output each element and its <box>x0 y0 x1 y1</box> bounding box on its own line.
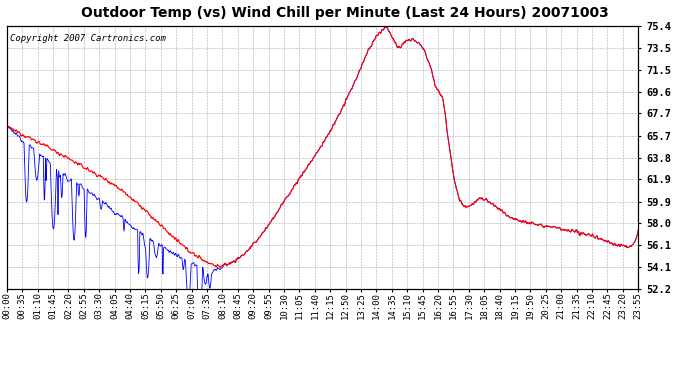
Text: 13:25: 13:25 <box>357 292 366 320</box>
Text: 00:35: 00:35 <box>18 292 27 320</box>
Text: 00:00: 00:00 <box>2 292 12 320</box>
Text: 10:30: 10:30 <box>279 292 288 320</box>
Text: 11:40: 11:40 <box>310 292 319 320</box>
Text: 18:40: 18:40 <box>495 292 504 320</box>
Text: 09:55: 09:55 <box>264 292 273 320</box>
Text: 08:45: 08:45 <box>233 292 242 320</box>
Text: 11:05: 11:05 <box>295 292 304 320</box>
Text: 04:05: 04:05 <box>110 292 119 320</box>
Text: 06:25: 06:25 <box>172 292 181 320</box>
Text: 02:55: 02:55 <box>79 292 88 320</box>
Text: 04:40: 04:40 <box>126 292 135 320</box>
Text: 14:35: 14:35 <box>387 292 396 320</box>
Text: Outdoor Temp (vs) Wind Chill per Minute (Last 24 Hours) 20071003: Outdoor Temp (vs) Wind Chill per Minute … <box>81 6 609 20</box>
Text: 12:15: 12:15 <box>326 292 335 320</box>
Text: 05:50: 05:50 <box>157 292 166 320</box>
Text: 18:05: 18:05 <box>480 292 489 320</box>
Text: 05:15: 05:15 <box>141 292 150 320</box>
Text: 20:25: 20:25 <box>542 292 551 320</box>
Text: 08:10: 08:10 <box>218 292 227 320</box>
Text: 15:45: 15:45 <box>418 292 427 320</box>
Text: 07:00: 07:00 <box>187 292 196 320</box>
Text: 09:20: 09:20 <box>249 292 258 320</box>
Text: 01:45: 01:45 <box>48 292 57 320</box>
Text: 02:20: 02:20 <box>64 292 73 320</box>
Text: Copyright 2007 Cartronics.com: Copyright 2007 Cartronics.com <box>10 34 166 43</box>
Text: 22:10: 22:10 <box>588 292 597 320</box>
Text: 14:00: 14:00 <box>372 292 381 320</box>
Text: 15:10: 15:10 <box>403 292 412 320</box>
Text: 01:10: 01:10 <box>33 292 42 320</box>
Text: 19:15: 19:15 <box>511 292 520 320</box>
Text: 23:55: 23:55 <box>633 292 643 320</box>
Text: 21:00: 21:00 <box>557 292 566 320</box>
Text: 21:35: 21:35 <box>572 292 581 320</box>
Text: 17:30: 17:30 <box>464 292 473 320</box>
Text: 23:20: 23:20 <box>618 292 627 320</box>
Text: 22:45: 22:45 <box>603 292 612 320</box>
Text: 12:50: 12:50 <box>341 292 350 320</box>
Text: 16:55: 16:55 <box>449 292 458 320</box>
Text: 16:20: 16:20 <box>433 292 442 320</box>
Text: 07:35: 07:35 <box>203 292 212 320</box>
Text: 19:50: 19:50 <box>526 292 535 320</box>
Text: 03:30: 03:30 <box>95 292 103 320</box>
